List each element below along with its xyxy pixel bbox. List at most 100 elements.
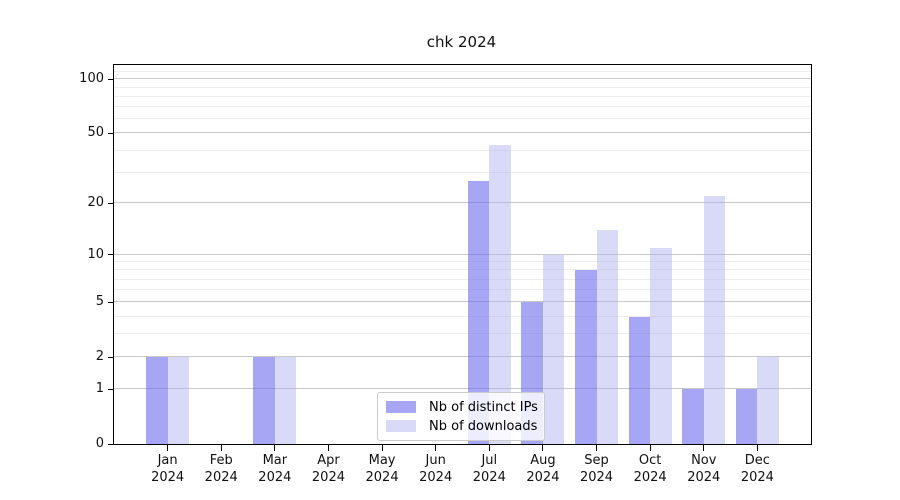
year-label: 2024: [740, 470, 774, 485]
year-label: 2024: [472, 470, 506, 485]
month-label: Apr: [317, 453, 340, 468]
year-label: 2024: [687, 470, 721, 485]
gridline-minor: [114, 278, 811, 280]
y-tick-label: 100: [79, 71, 104, 87]
year-label: 2024: [151, 470, 185, 485]
month-label: Nov: [691, 453, 717, 468]
y-tick-mark: [108, 202, 113, 204]
x-tick-mark: [274, 445, 276, 451]
gridline-minor: [114, 149, 811, 151]
x-tick-mark: [435, 445, 437, 451]
month-label: Jan: [157, 453, 178, 468]
y-tick-mark: [108, 301, 113, 303]
x-tick-mark: [488, 445, 490, 451]
month-label: Feb: [209, 453, 233, 468]
gridline-minor: [114, 333, 811, 335]
year-label: 2024: [204, 470, 238, 485]
x-tick-label: Feb 2024: [205, 452, 238, 486]
x-tick-label: Jun 2024: [419, 452, 452, 486]
x-tick-label: Nov 2024: [687, 452, 720, 486]
y-tick-label: 10: [87, 246, 104, 262]
y-tick-label: 0: [95, 436, 104, 451]
month-label: Dec: [744, 453, 770, 468]
bar-downloads: [703, 196, 726, 444]
gridline-major: [114, 388, 811, 390]
bar-downloads: [757, 357, 779, 444]
legend-label: Nb of distinct IPs: [429, 399, 538, 415]
y-tick-mark: [108, 132, 113, 134]
month-label: Aug: [530, 453, 556, 468]
gridline-major: [114, 132, 811, 134]
year-label: 2024: [311, 470, 345, 485]
x-tick-label: Dec 2024: [741, 452, 774, 486]
legend-label: Nb of downloads: [429, 418, 538, 434]
bar-downloads: [489, 144, 511, 444]
y-tick-label: 2: [95, 349, 104, 365]
x-tick-label: Jan 2024: [151, 452, 184, 486]
legend-item-downloads: Nb of downloads: [386, 418, 538, 434]
chart-title: chk 2024: [426, 33, 497, 51]
x-tick-label: May 2024: [366, 452, 399, 486]
y-tick-mark: [108, 254, 113, 255]
bar-distinct-ips: [682, 389, 704, 444]
x-tick-mark: [327, 445, 329, 451]
year-label: 2024: [419, 470, 453, 485]
x-tick-mark: [167, 445, 169, 451]
bar-distinct-ips: [467, 180, 490, 444]
x-tick-mark: [220, 445, 222, 451]
gridline-minor: [114, 315, 811, 317]
gridline-minor: [114, 261, 811, 263]
y-tick-mark: [108, 356, 113, 358]
bar-downloads: [542, 254, 565, 444]
month-label: Oct: [638, 453, 662, 468]
bar-downloads: [167, 357, 190, 444]
gridline-major: [114, 253, 811, 255]
gridline-minor: [114, 95, 811, 97]
bar-distinct-ips: [735, 389, 758, 444]
x-tick-label: Aug 2024: [526, 452, 559, 486]
year-label: 2024: [579, 470, 614, 485]
gridline-minor: [114, 86, 811, 88]
year-label: 2024: [633, 470, 667, 485]
x-tick-label: Apr 2024: [312, 452, 345, 486]
legend-swatch-distinct-ips: [386, 401, 416, 413]
x-tick-mark: [703, 445, 705, 451]
bar-distinct-ips: [146, 357, 168, 444]
plot-area: 0 1 2 5 10 20 50 100 Jan 2024 Feb 2024 Mar 2024 Apr 202…: [79, 64, 812, 485]
month-label: May: [368, 453, 396, 468]
bar-distinct-ips: [575, 270, 597, 444]
legend: Nb of distinct IPs Nb of downloads: [377, 392, 545, 441]
gridline-minor: [114, 106, 811, 108]
gridline-major: [114, 356, 811, 358]
gridline-minor: [114, 118, 811, 120]
y-tick-mark: [108, 443, 113, 445]
bar-downloads: [596, 230, 618, 444]
x-tick-label: Oct 2024: [634, 452, 667, 486]
bar-downloads: [274, 357, 297, 444]
month-label: Jun: [425, 453, 446, 468]
x-tick-label: Jul 2024: [473, 452, 506, 486]
legend-swatch-downloads: [386, 420, 416, 432]
y-tick-label: 5: [95, 294, 104, 310]
bar-distinct-ips: [253, 357, 275, 444]
y-tick-mark: [108, 78, 113, 80]
month-label: Mar: [262, 453, 288, 468]
bar-distinct-ips: [628, 316, 651, 444]
y-tick-label: 1: [95, 381, 104, 397]
month-label: Jul: [481, 453, 498, 468]
x-tick-mark: [756, 445, 758, 451]
gridline-minor: [114, 70, 811, 72]
y-tick-mark: [108, 388, 113, 390]
x-tick-mark: [542, 445, 544, 451]
year-label: 2024: [258, 470, 292, 485]
gridline-major: [114, 78, 811, 80]
x-tick-mark: [596, 445, 598, 451]
x-tick-mark: [381, 445, 383, 451]
month-label: Sep: [584, 453, 609, 468]
year-label: 2024: [365, 470, 399, 485]
year-label: 2024: [526, 470, 560, 485]
y-tick-label: 20: [87, 195, 104, 211]
bar-downloads: [650, 247, 672, 444]
gridline-minor: [114, 171, 811, 173]
